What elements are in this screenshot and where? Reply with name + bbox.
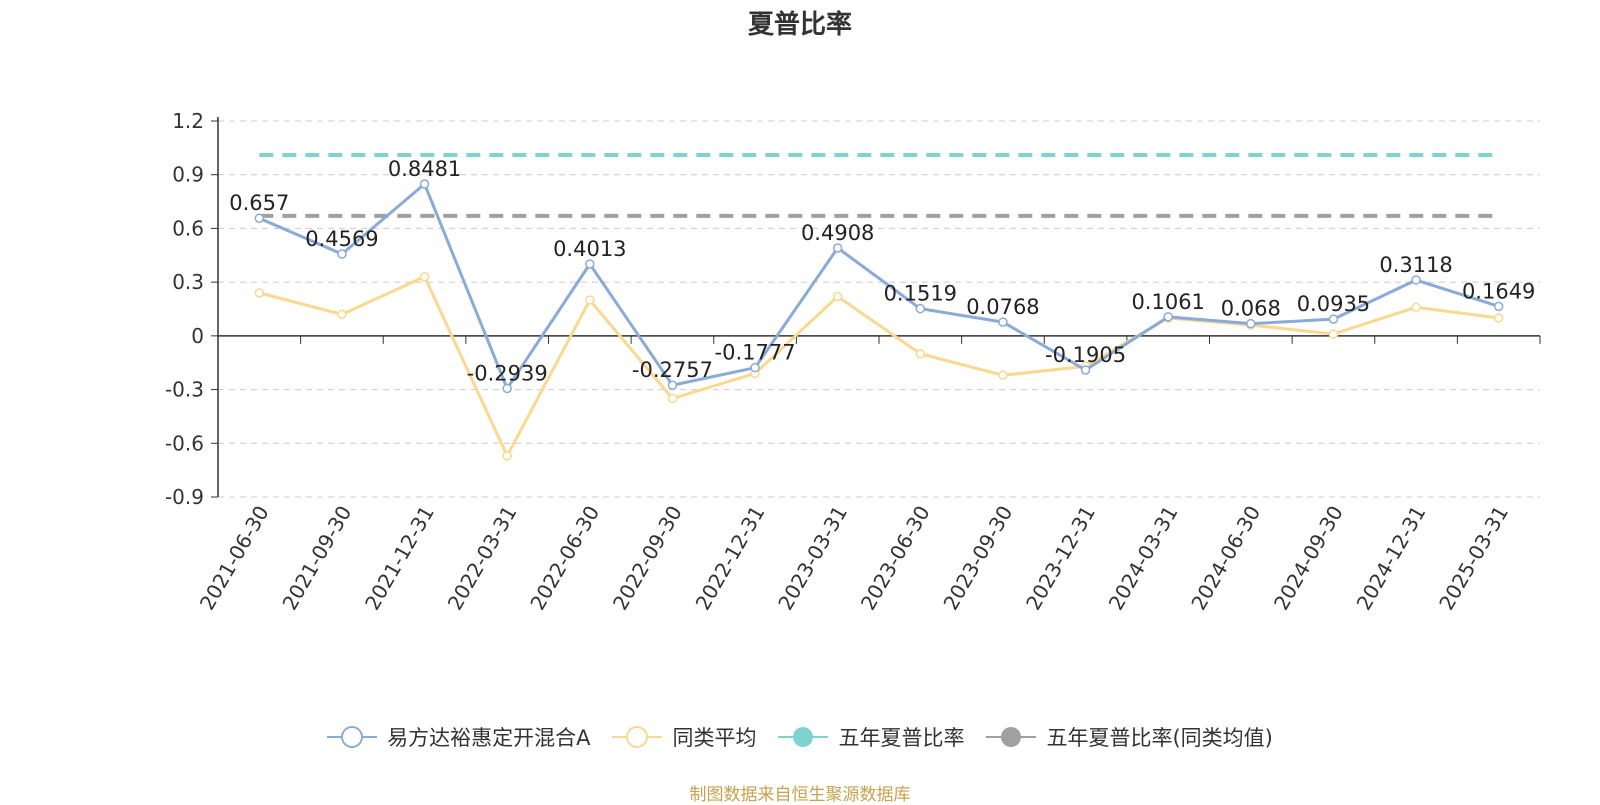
legend-label: 同类平均 bbox=[672, 726, 757, 750]
data-point bbox=[915, 349, 926, 359]
data-label: -0.2939 bbox=[467, 361, 548, 385]
axes bbox=[211, 117, 1541, 498]
data-label: 0.1649 bbox=[1462, 279, 1535, 303]
y-tick-labels: 1.2 0.9 0.6 0.3 0 -0.3 -0.6 -0.9 bbox=[165, 109, 204, 509]
x-tick-label: 2024-12-31 bbox=[1351, 502, 1430, 615]
data-point bbox=[585, 295, 595, 305]
x-tick-label: 2022-09-30 bbox=[608, 502, 687, 615]
data-label: 0.3118 bbox=[1379, 253, 1452, 277]
legend: 易方达裕惠定开混合A 同类平均 五年夏普比率 五年夏普比率(同类均值) bbox=[0, 722, 1600, 752]
x-tick-label: 2023-09-30 bbox=[938, 502, 1017, 615]
data-label: 0.4908 bbox=[801, 221, 874, 245]
data-point bbox=[1246, 318, 1256, 329]
x-tick-labels: 2021-06-30 2021-09-30 2021-12-31 2022-03-31… bbox=[195, 502, 1513, 615]
data-point bbox=[337, 309, 347, 320]
data-point bbox=[1493, 301, 1504, 312]
filled-circle-line-icon bbox=[986, 727, 1037, 747]
data-source-footer: 制图数据来自恒生聚源数据库 bbox=[689, 785, 911, 805]
legend-label: 五年夏普比率 bbox=[838, 726, 965, 750]
data-point bbox=[1163, 312, 1173, 322]
x-tick-label: 2022-06-30 bbox=[525, 502, 604, 615]
data-point bbox=[1411, 275, 1421, 285]
x-tick-label: 2022-12-31 bbox=[690, 502, 769, 615]
data-point bbox=[832, 291, 843, 302]
x-tick-label: 2024-03-31 bbox=[1104, 502, 1183, 615]
x-tick-label: 2022-03-31 bbox=[443, 502, 522, 615]
x-tick-label: 2023-03-31 bbox=[773, 502, 852, 615]
data-label: -0.1777 bbox=[715, 341, 796, 365]
legend-label: 五年夏普比率(同类均值) bbox=[1046, 726, 1273, 750]
data-point bbox=[337, 249, 347, 259]
grid-lines bbox=[218, 120, 1540, 498]
series-line bbox=[258, 182, 1500, 390]
y-tick-label: 0 bbox=[191, 324, 204, 348]
y-tick-label: -0.9 bbox=[165, 485, 204, 509]
data-point bbox=[667, 380, 678, 390]
y-tick-label: -0.6 bbox=[165, 431, 204, 455]
data-label: -0.1905 bbox=[1045, 343, 1126, 367]
y-tick-label: 0.3 bbox=[172, 270, 204, 294]
hollow-circle-line-icon bbox=[327, 726, 378, 748]
legend-label: 易方达裕惠定开混合A bbox=[387, 726, 591, 750]
x-tick-label: 2024-09-30 bbox=[1269, 502, 1348, 615]
series-line bbox=[258, 275, 1499, 458]
x-tick-label: 2021-12-31 bbox=[360, 502, 439, 615]
y-tick-label: 1.2 bbox=[172, 109, 204, 133]
data-point bbox=[1328, 314, 1339, 324]
x-tick-label: 2021-09-30 bbox=[277, 502, 356, 615]
data-label: 0.1519 bbox=[884, 282, 957, 306]
data-point bbox=[750, 362, 760, 373]
data-label: 0.068 bbox=[1221, 297, 1281, 321]
data-label: -0.2757 bbox=[632, 358, 713, 382]
legend-item-fund[interactable]: 易方达裕惠定开混合A bbox=[327, 722, 590, 752]
data-point bbox=[1411, 302, 1421, 312]
y-tick-label: 0.6 bbox=[172, 216, 204, 240]
data-point bbox=[667, 393, 678, 404]
x-tick-label: 2024-06-30 bbox=[1186, 502, 1265, 615]
data-point bbox=[1328, 329, 1339, 339]
data-point bbox=[254, 213, 265, 223]
data-point bbox=[254, 288, 265, 298]
data-labels: 0.6570.45690.8481-0.29390.4013-0.2757-0.… bbox=[229, 157, 1535, 385]
chart-title: 夏普比率 bbox=[747, 10, 852, 40]
data-point bbox=[1493, 313, 1504, 323]
data-label: 0.0768 bbox=[966, 295, 1039, 319]
y-tick-label: -0.3 bbox=[165, 378, 204, 402]
data-label: 0.8481 bbox=[388, 157, 461, 181]
data-point bbox=[585, 259, 595, 269]
filled-circle-line-icon bbox=[778, 727, 829, 747]
legend-item-five-year[interactable]: 五年夏普比率 bbox=[778, 722, 964, 752]
data-point bbox=[502, 451, 512, 461]
data-label: 0.4013 bbox=[553, 237, 626, 261]
x-tick-label: 2023-06-30 bbox=[856, 502, 935, 615]
data-point bbox=[1080, 365, 1091, 375]
x-tick-label: 2021-06-30 bbox=[195, 502, 274, 615]
data-label: 0.0935 bbox=[1297, 292, 1370, 316]
legend-item-five-year-peer[interactable]: 五年夏普比率(同类均值) bbox=[986, 722, 1273, 752]
data-point bbox=[998, 370, 1008, 380]
series-lines bbox=[254, 179, 1504, 461]
data-label: 0.657 bbox=[229, 191, 289, 215]
x-tick-label: 2025-03-31 bbox=[1434, 502, 1513, 615]
data-point bbox=[419, 179, 430, 189]
data-point bbox=[832, 243, 843, 253]
data-point bbox=[419, 272, 430, 282]
data-label: 0.4569 bbox=[305, 227, 378, 251]
data-label: 0.1061 bbox=[1131, 290, 1204, 314]
hollow-circle-line-icon bbox=[612, 726, 663, 748]
data-point bbox=[502, 383, 512, 394]
legend-item-peer-average[interactable]: 同类平均 bbox=[612, 722, 756, 752]
x-tick-label: 2023-12-31 bbox=[1021, 502, 1100, 615]
y-tick-label: 0.9 bbox=[172, 163, 204, 187]
data-point bbox=[998, 317, 1008, 327]
data-point bbox=[915, 303, 926, 314]
